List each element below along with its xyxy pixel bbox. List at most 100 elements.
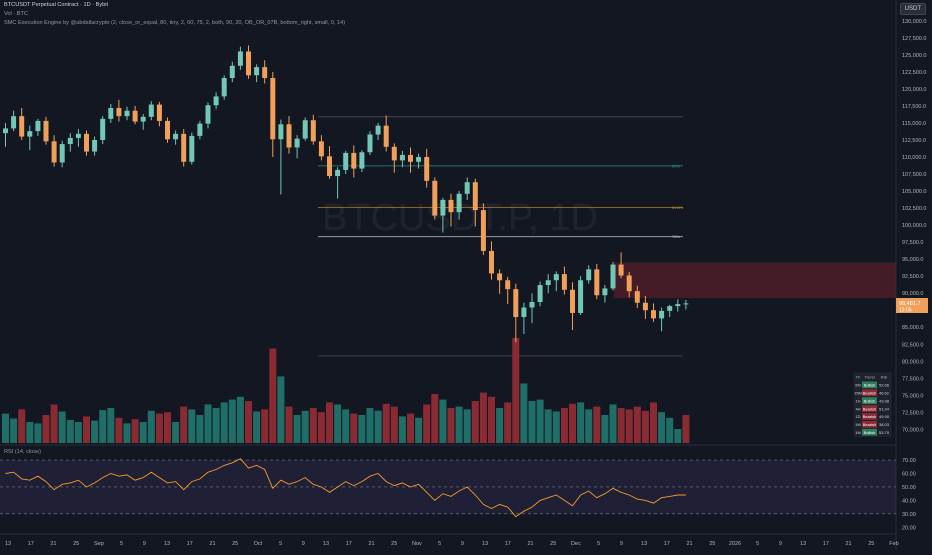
candle-body [294,138,300,148]
price-tick: 95,000.0 [902,257,923,263]
time-tick: 21 [527,541,533,547]
candle-body [359,152,365,169]
symbol-title[interactable]: BTCUSDT Perpetual Contract · 1D · Bybit [4,2,109,8]
candle-body [270,78,276,140]
time-tick: 9 [620,541,623,547]
candle-body [335,169,341,177]
mtf-header: Trend [864,375,874,380]
time-tick: 9 [302,541,305,547]
candle-body [480,210,486,251]
volume-bar [131,419,139,443]
price-tick: 90,000.0 [902,291,923,297]
price-tick: 70,000.0 [902,427,923,433]
time-tick: 5 [597,541,600,547]
time-tick: 5 [756,541,759,547]
mtf-rsi: 43.98 [879,398,890,403]
candle-body [140,116,146,122]
candle-body [667,306,673,311]
time-tick: 13 [323,541,329,547]
rsi-tick: 50.00 [902,485,916,491]
mtf-trend: Bullish [864,430,876,435]
volume-bar [585,409,593,443]
volume-bar [682,415,690,443]
time-tick: 9 [779,541,782,547]
candle-body [11,116,17,129]
volume-bar [390,406,398,443]
volume-bar [269,348,277,443]
time-tick: 21 [686,541,692,547]
volume-bar [593,406,601,443]
price-tick: 105,000.0 [902,189,926,195]
level-label-teal: 50% [672,163,680,168]
volume-bar [188,409,196,443]
rsi-tick: 60.00 [902,472,916,478]
price-tick: 107,500.0 [902,172,926,178]
candle-body [156,104,162,121]
candle-body [51,141,57,163]
time-tick: 17 [28,541,34,547]
time-tick: 25 [550,541,556,547]
time-tick: 21 [50,541,56,547]
mtf-trend: Bearish [863,422,877,427]
volume-legend[interactable]: Vol · BTC [4,11,28,17]
volume-bar [115,417,123,443]
mtf-trend: Bearish [863,414,877,419]
mtf-rsi: 49.90 [879,414,890,419]
candle-body [586,269,592,281]
candle-body [181,133,187,162]
time-tick: 25 [73,541,79,547]
time-tick: 9 [461,541,464,547]
candle-body [529,302,535,308]
volume-bar [196,415,204,443]
indicator-legend[interactable]: SMC Execution Engine by @abdallacrypto (… [4,20,346,26]
time-tick: 25 [391,541,397,547]
volume-bar [455,406,463,443]
volume-bar [439,399,447,443]
time-tick: 5 [438,541,441,547]
time-tick: 25 [868,541,874,547]
time-tick: Feb [889,541,898,547]
currency-badge[interactable]: USDT [899,3,926,15]
volume-bar [139,422,147,443]
volume-bar [245,401,252,443]
time-tick: 17 [823,541,829,547]
mtf-rsi: 38.03 [879,422,890,427]
candle-body [262,67,268,79]
price-tick: 120,000.0 [902,87,926,93]
volume-bar [212,408,220,443]
volume-bar [496,408,504,443]
price-tick: 77,500.0 [902,376,923,382]
time-tick: Sep [94,541,104,547]
time-tick: 17 [505,541,511,547]
candle-body [440,199,446,216]
candle-body [472,182,478,211]
candle-body [343,152,349,170]
candle-body [132,110,138,122]
volume-bar [74,422,82,443]
rsi-legend[interactable]: RSI (14, close) [4,449,41,455]
rsi-pane [0,458,896,518]
candle-body [602,288,608,296]
countdown-label: 13:05 [899,308,912,314]
volume-bar [155,413,163,443]
volume-bar [560,408,568,443]
candle-body [278,124,284,140]
candle-body [448,199,454,213]
candle-body [651,310,656,319]
candle-body [683,303,689,305]
candle-body [513,289,519,318]
volume-bar [658,412,666,443]
candle-body [35,120,41,132]
candle-body [432,180,438,216]
price-tick: 85,000.0 [902,325,923,331]
candle-body [521,307,527,318]
volume-bars [2,338,690,443]
volume-bar [301,410,309,443]
candle-body [545,280,551,286]
time-tick: 25 [232,541,238,547]
volume-bar [641,410,649,443]
candle-body [464,182,470,194]
volume-bar [334,404,342,443]
candle-body [408,154,413,162]
